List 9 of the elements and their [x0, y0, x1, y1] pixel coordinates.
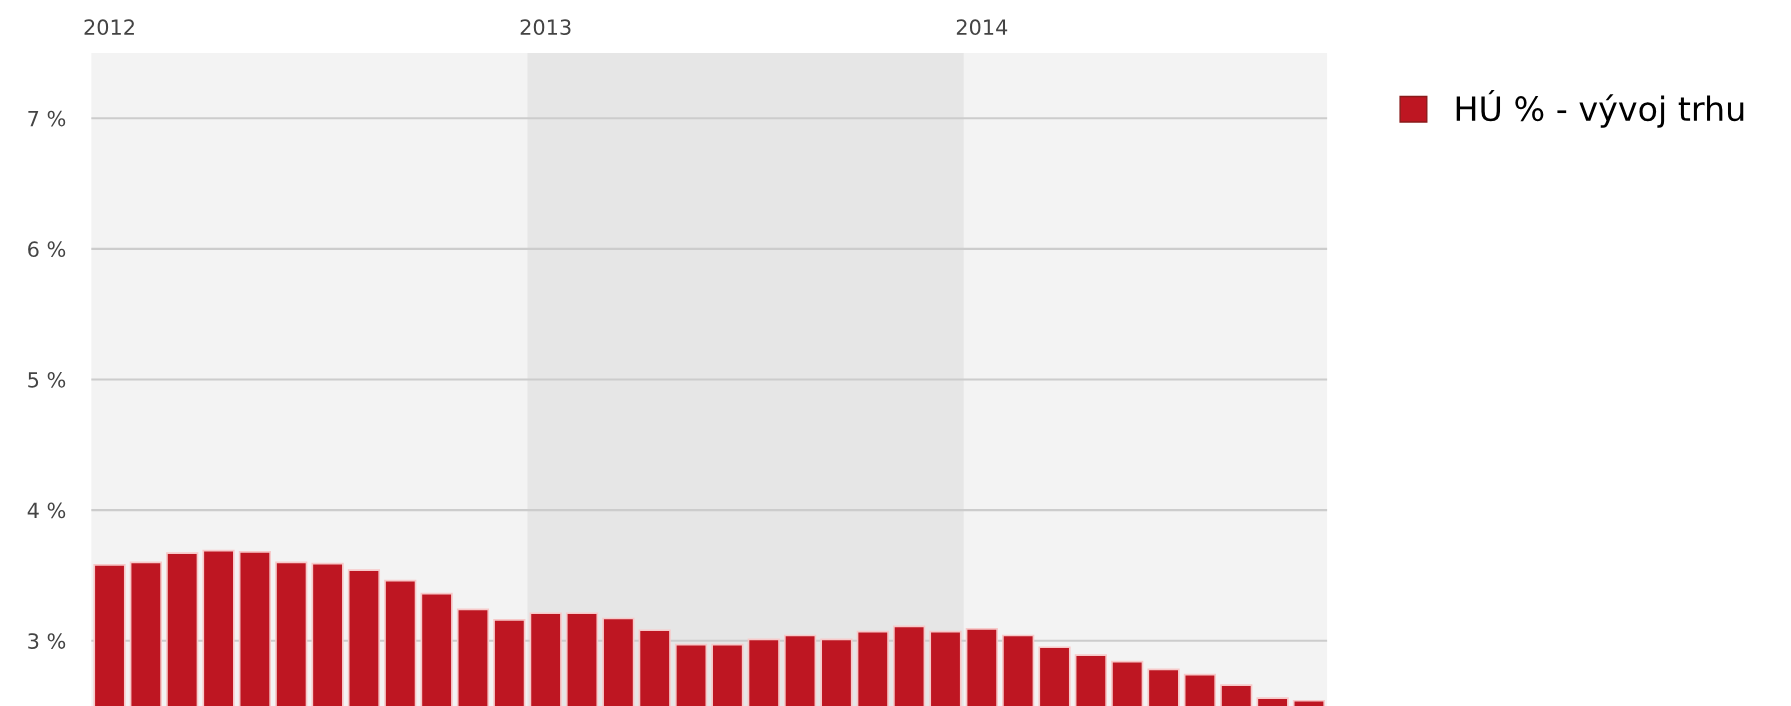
y-tick-label: 5 % [28, 371, 66, 388]
x-tick-label: 2014 [956, 19, 1008, 36]
x-tick-label: 2013 [520, 19, 571, 36]
y-tick-label: 3 % [28, 633, 66, 649]
y-tick-label: 6 % [28, 241, 66, 258]
y-tick-label: 7 % [28, 110, 66, 127]
legend-label: HÚ % - vývoj trhu [1456, 90, 1744, 128]
y-tick-label: 4 % [27, 502, 66, 519]
x-tick-label: 2012 [84, 19, 134, 36]
